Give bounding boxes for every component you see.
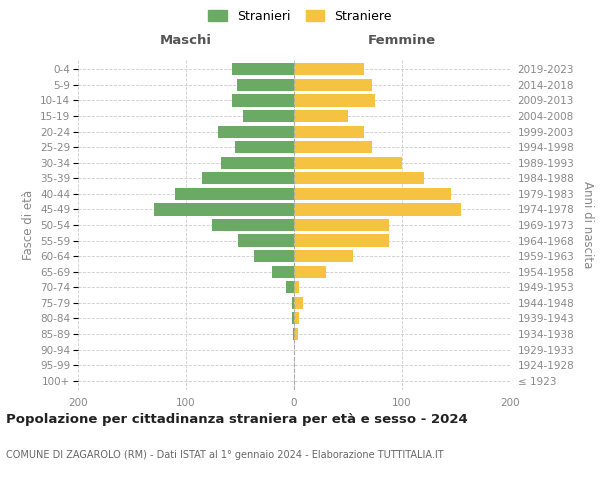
Bar [294, 219, 389, 231]
Bar [294, 266, 326, 278]
Bar [232, 94, 294, 106]
Bar [294, 141, 372, 153]
Bar [212, 219, 294, 231]
Bar [294, 297, 302, 309]
Bar [294, 79, 372, 91]
Bar [294, 312, 299, 324]
Y-axis label: Fasce di età: Fasce di età [22, 190, 35, 260]
Bar [294, 328, 298, 340]
Bar [294, 204, 461, 216]
Bar [272, 266, 294, 278]
Bar [243, 110, 294, 122]
Bar [238, 234, 294, 246]
Bar [292, 312, 294, 324]
Bar [254, 250, 294, 262]
Bar [294, 94, 375, 106]
Bar [221, 156, 294, 169]
Text: Popolazione per cittadinanza straniera per età e sesso - 2024: Popolazione per cittadinanza straniera p… [6, 412, 468, 426]
Bar [286, 281, 294, 293]
Text: COMUNE DI ZAGAROLO (RM) - Dati ISTAT al 1° gennaio 2024 - Elaborazione TUTTITALI: COMUNE DI ZAGAROLO (RM) - Dati ISTAT al … [6, 450, 443, 460]
Bar [202, 172, 294, 184]
Bar [218, 126, 294, 138]
Bar [294, 156, 402, 169]
Text: Femmine: Femmine [368, 34, 436, 48]
Bar [294, 64, 364, 76]
Legend: Stranieri, Straniere: Stranieri, Straniere [205, 6, 395, 26]
Bar [292, 297, 294, 309]
Bar [232, 64, 294, 76]
Bar [294, 250, 353, 262]
Text: Maschi: Maschi [160, 34, 212, 48]
Bar [294, 126, 364, 138]
Bar [235, 141, 294, 153]
Bar [294, 110, 348, 122]
Bar [175, 188, 294, 200]
Bar [294, 188, 451, 200]
Bar [294, 172, 424, 184]
Bar [237, 79, 294, 91]
Y-axis label: Anni di nascita: Anni di nascita [581, 182, 594, 268]
Bar [294, 234, 389, 246]
Bar [294, 281, 299, 293]
Bar [293, 328, 294, 340]
Bar [154, 204, 294, 216]
